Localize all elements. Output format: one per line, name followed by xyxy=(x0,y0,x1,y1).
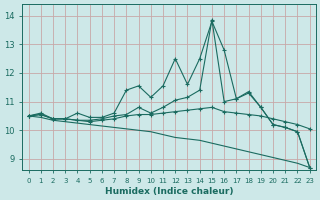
X-axis label: Humidex (Indice chaleur): Humidex (Indice chaleur) xyxy=(105,187,233,196)
